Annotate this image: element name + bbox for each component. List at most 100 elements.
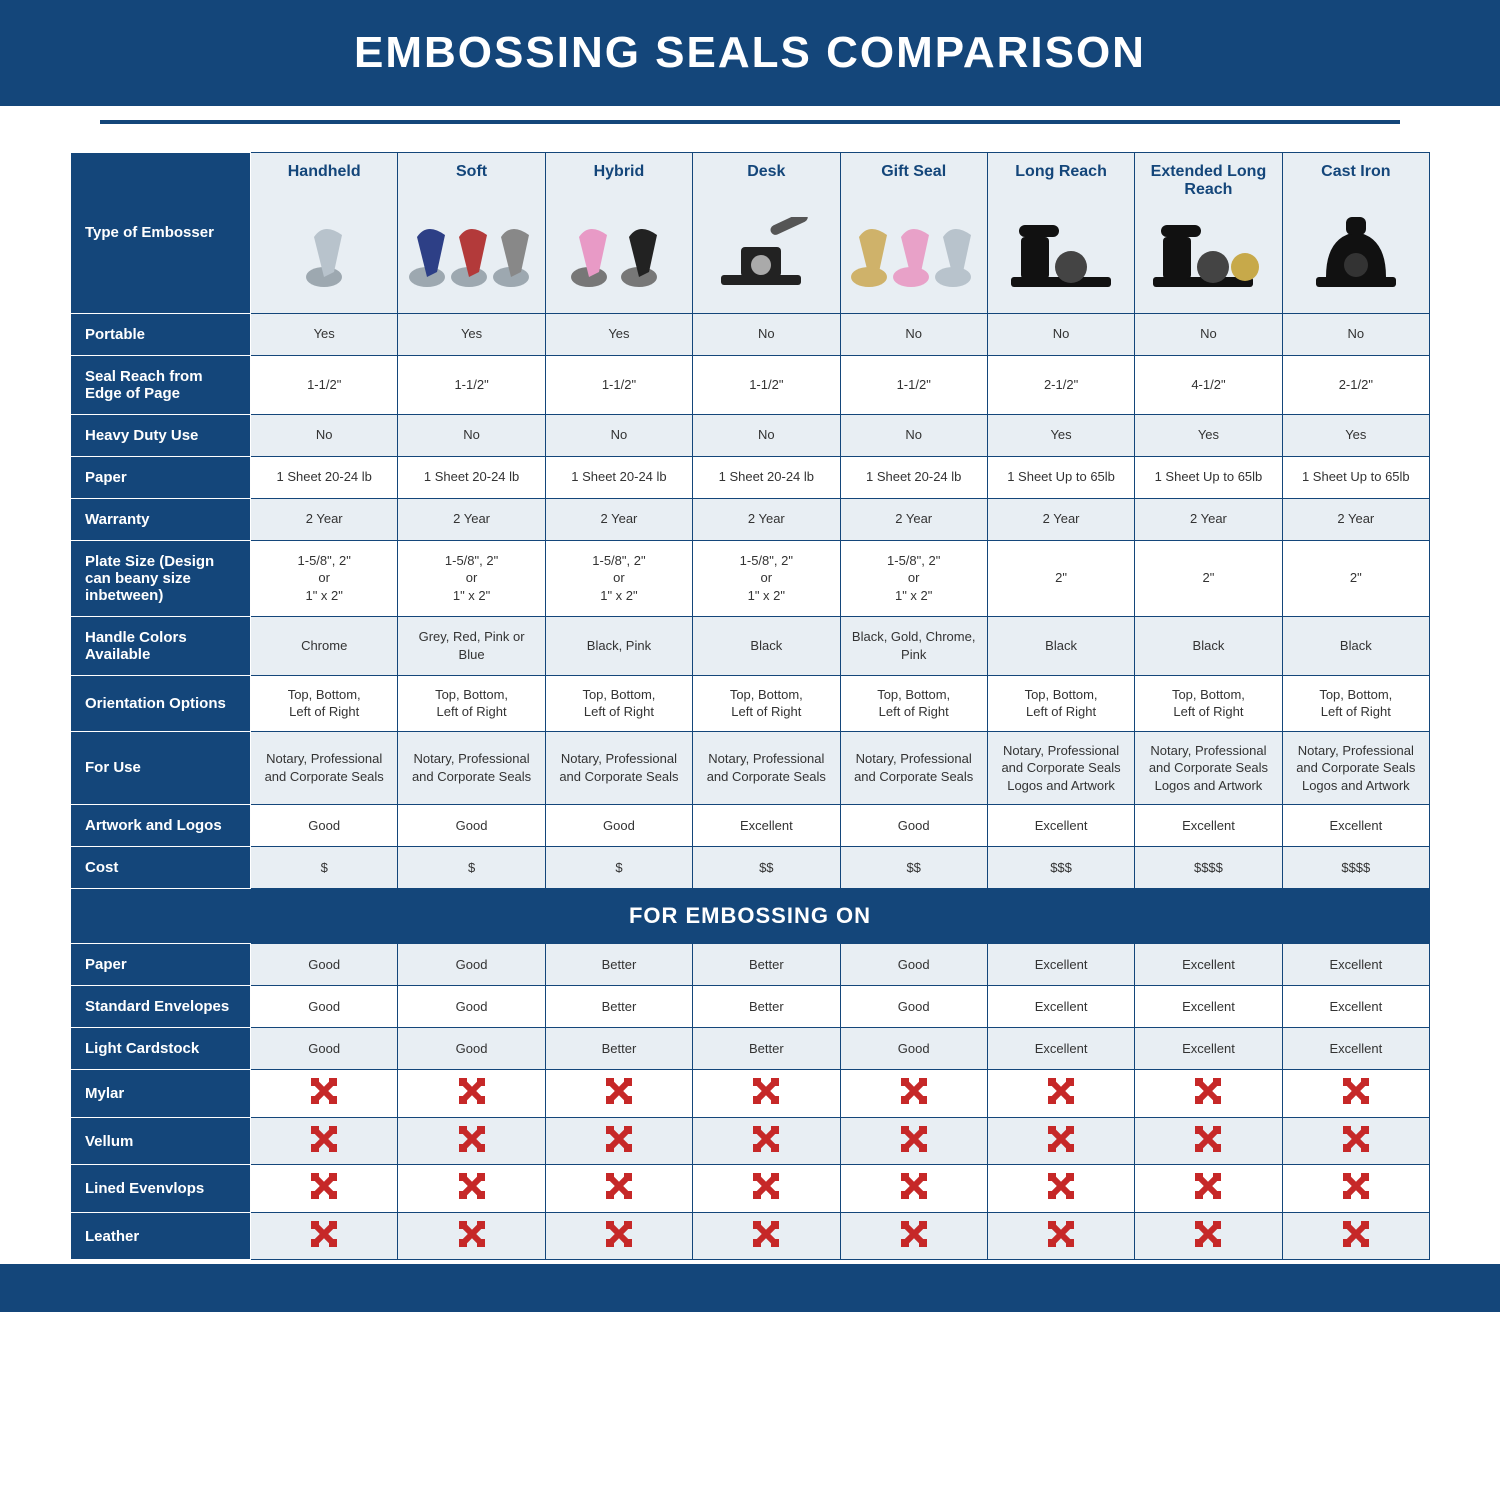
not-supported-icon (1345, 1080, 1367, 1102)
table-cell (1135, 1117, 1282, 1165)
header-label-type: Type of Embosser (71, 153, 251, 314)
section-banner-row: FOR EMBOSSING ON (71, 889, 1430, 944)
table-cell (693, 1070, 840, 1118)
col-head-extlong: Extended Long Reach (1135, 153, 1282, 204)
table-cell: 4-1/2" (1135, 355, 1282, 414)
not-supported-icon (903, 1223, 925, 1245)
table-cell: No (398, 414, 545, 456)
table-cell: Notary, Professional and Corporate Seals (693, 731, 840, 805)
table-cell: Notary, Professional and Corporate Seals (545, 731, 692, 805)
table-cell: Yes (987, 414, 1134, 456)
table-cell (1282, 1117, 1429, 1165)
table-cell: Black (987, 616, 1134, 675)
handheld-embosser-icon (299, 217, 349, 292)
table-cell: 1-1/2" (545, 355, 692, 414)
table-cell (1135, 1165, 1282, 1213)
table-cell: Better (545, 986, 692, 1028)
table-cell: Excellent (987, 805, 1134, 847)
not-supported-icon (755, 1128, 777, 1150)
table-cell: 1 Sheet 20-24 lb (840, 456, 987, 498)
not-supported-icon (313, 1080, 335, 1102)
table-cell: 2 Year (1135, 498, 1282, 540)
table-cell: $$ (840, 847, 987, 889)
table-cell: No (1135, 313, 1282, 355)
not-supported-icon (1050, 1128, 1072, 1150)
embosser-image-longreach (987, 203, 1134, 313)
table-cell: Good (251, 944, 398, 986)
table-cell: 1 Sheet 20-24 lb (251, 456, 398, 498)
row-label: Mylar (71, 1070, 251, 1118)
table-cell: $$$$ (1282, 847, 1429, 889)
table-row: Light CardstockGoodGoodBetterBetterGoodE… (71, 1028, 1430, 1070)
row-label: Light Cardstock (71, 1028, 251, 1070)
table-cell: Excellent (987, 944, 1134, 986)
not-supported-icon (1345, 1175, 1367, 1197)
longreach-embosser-icon (1006, 217, 1116, 292)
not-supported-icon (755, 1080, 777, 1102)
not-supported-icon (461, 1223, 483, 1245)
table-cell (987, 1070, 1134, 1118)
row-label: Paper (71, 944, 251, 986)
table-cell: Yes (251, 313, 398, 355)
not-supported-icon (313, 1128, 335, 1150)
table-cell: $ (398, 847, 545, 889)
row-label: Standard Envelopes (71, 986, 251, 1028)
table-cell: Yes (1282, 414, 1429, 456)
embosser-image-castiron (1282, 203, 1429, 313)
row-label: Heavy Duty Use (71, 414, 251, 456)
hybrid-embosser-icon (569, 217, 669, 292)
row-label: Portable (71, 313, 251, 355)
table-cell: $ (545, 847, 692, 889)
col-head-handheld: Handheld (251, 153, 398, 204)
table-cell: Good (840, 944, 987, 986)
embosser-image-extlong (1135, 203, 1282, 313)
row-label: Lined Evenvlops (71, 1165, 251, 1213)
col-head-desk: Desk (693, 153, 840, 204)
table-cell (840, 1117, 987, 1165)
table-cell: Top, Bottom,Left of Right (840, 675, 987, 731)
table-cell (251, 1117, 398, 1165)
table-cell: Excellent (987, 986, 1134, 1028)
not-supported-icon (608, 1080, 630, 1102)
table-cell: Better (545, 1028, 692, 1070)
table-cell: Good (398, 1028, 545, 1070)
table-cell (398, 1117, 545, 1165)
table-cell: $$$ (987, 847, 1134, 889)
soft-embosser-icon (407, 217, 537, 292)
table-cell: 2" (1282, 540, 1429, 616)
table-row: Handle Colors AvailableChromeGrey, Red, … (71, 616, 1430, 675)
table-cell (251, 1070, 398, 1118)
table-cell: Top, Bottom,Left of Right (545, 675, 692, 731)
table-cell: 1 Sheet Up to 65lb (987, 456, 1134, 498)
table-cell: No (1282, 313, 1429, 355)
table-cell: Top, Bottom,Left of Right (987, 675, 1134, 731)
table-cell: Good (840, 805, 987, 847)
not-supported-icon (313, 1223, 335, 1245)
table-cell: Better (693, 944, 840, 986)
table-cell: Notary, Professional and Corporate Seals (251, 731, 398, 805)
table-cell (1135, 1212, 1282, 1260)
table-cell: Black (1282, 616, 1429, 675)
not-supported-icon (755, 1175, 777, 1197)
table-cell: Excellent (693, 805, 840, 847)
not-supported-icon (461, 1128, 483, 1150)
table-row: Paper1 Sheet 20-24 lb1 Sheet 20-24 lb1 S… (71, 456, 1430, 498)
table-cell: 2-1/2" (1282, 355, 1429, 414)
table-cell: 2 Year (693, 498, 840, 540)
table-row: Orientation OptionsTop, Bottom,Left of R… (71, 675, 1430, 731)
table-row: PortableYesYesYesNoNoNoNoNo (71, 313, 1430, 355)
table-cell: No (693, 414, 840, 456)
table-cell: Excellent (1282, 944, 1429, 986)
not-supported-icon (1197, 1128, 1219, 1150)
not-supported-icon (1345, 1223, 1367, 1245)
table-cell: Top, Bottom,Left of Right (1282, 675, 1429, 731)
table-cell (987, 1212, 1134, 1260)
table-cell: 1 Sheet 20-24 lb (398, 456, 545, 498)
table-cell (840, 1070, 987, 1118)
table-cell: 2 Year (398, 498, 545, 540)
table-row: Vellum (71, 1117, 1430, 1165)
castiron-embosser-icon (1306, 217, 1406, 292)
not-supported-icon (903, 1080, 925, 1102)
table-cell: Black, Gold, Chrome, Pink (840, 616, 987, 675)
table-cell: Excellent (1135, 1028, 1282, 1070)
